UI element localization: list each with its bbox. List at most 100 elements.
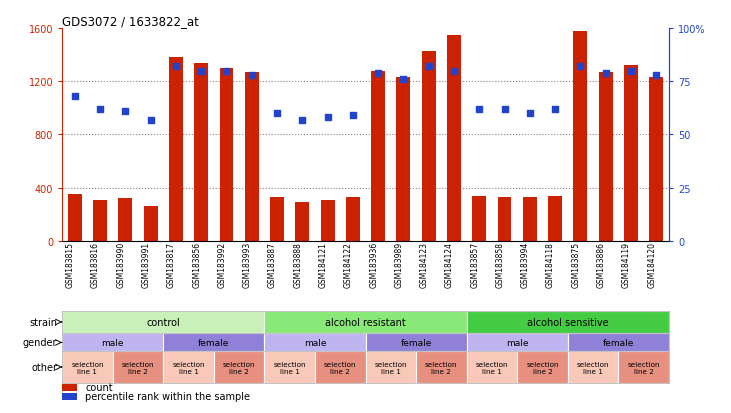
Point bbox=[575, 64, 586, 71]
Text: GSM183857: GSM183857 bbox=[470, 241, 480, 287]
Bar bbox=[265, 334, 366, 351]
Text: GSM183858: GSM183858 bbox=[496, 241, 504, 287]
Text: count: count bbox=[86, 382, 113, 392]
Text: GSM183887: GSM183887 bbox=[268, 241, 277, 287]
Text: GSM183994: GSM183994 bbox=[520, 241, 530, 287]
Text: control: control bbox=[146, 317, 180, 327]
Text: selection
line 1: selection line 1 bbox=[71, 361, 104, 374]
Text: GSM183993: GSM183993 bbox=[243, 241, 251, 287]
Point bbox=[448, 68, 460, 75]
Text: GSM184121: GSM184121 bbox=[319, 241, 327, 287]
Text: strain: strain bbox=[29, 317, 57, 327]
Text: GSM183992: GSM183992 bbox=[217, 241, 227, 287]
Text: male: male bbox=[102, 338, 124, 347]
Point bbox=[119, 109, 131, 115]
Text: GSM183989: GSM183989 bbox=[395, 241, 404, 287]
Point bbox=[372, 70, 384, 77]
Point bbox=[600, 70, 612, 77]
Text: percentile rank within the sample: percentile rank within the sample bbox=[86, 391, 250, 401]
Text: selection
line 1: selection line 1 bbox=[173, 361, 205, 374]
Bar bbox=[568, 334, 669, 351]
Text: GSM184118: GSM184118 bbox=[546, 241, 555, 287]
Bar bbox=[523, 197, 537, 241]
Text: GSM183875: GSM183875 bbox=[572, 241, 580, 287]
Bar bbox=[548, 196, 562, 241]
Text: GDS3072 / 1633822_at: GDS3072 / 1633822_at bbox=[62, 15, 199, 28]
Bar bbox=[265, 351, 315, 382]
Text: GSM183888: GSM183888 bbox=[293, 241, 303, 287]
Text: female: female bbox=[198, 338, 230, 347]
Bar bbox=[118, 199, 132, 241]
Point bbox=[651, 72, 662, 79]
Text: GSM183886: GSM183886 bbox=[596, 241, 606, 287]
Point bbox=[69, 94, 80, 100]
Text: female: female bbox=[602, 338, 634, 347]
Point bbox=[94, 106, 106, 113]
Bar bbox=[599, 73, 613, 241]
Point bbox=[347, 113, 359, 119]
Text: GSM184119: GSM184119 bbox=[622, 241, 631, 287]
Point bbox=[297, 117, 308, 123]
Text: selection
line 2: selection line 2 bbox=[122, 361, 154, 374]
Bar bbox=[396, 78, 410, 241]
Bar bbox=[62, 351, 113, 382]
Bar bbox=[498, 197, 512, 241]
Bar bbox=[265, 311, 466, 334]
Bar bbox=[219, 69, 233, 241]
Text: GSM184123: GSM184123 bbox=[420, 241, 428, 287]
Text: male: male bbox=[303, 338, 326, 347]
Bar bbox=[518, 351, 568, 382]
Text: GSM183991: GSM183991 bbox=[142, 241, 151, 287]
Text: GSM184120: GSM184120 bbox=[647, 241, 656, 287]
Text: GSM183815: GSM183815 bbox=[66, 241, 75, 287]
Bar bbox=[573, 31, 587, 241]
Bar bbox=[649, 78, 663, 241]
Point bbox=[524, 111, 536, 117]
Text: alcohol resistant: alcohol resistant bbox=[325, 317, 406, 327]
Text: gender: gender bbox=[23, 337, 57, 348]
Text: selection
line 2: selection line 2 bbox=[425, 361, 458, 374]
Point bbox=[246, 72, 257, 79]
Text: GSM184124: GSM184124 bbox=[445, 241, 454, 287]
Bar bbox=[68, 195, 82, 241]
Bar bbox=[62, 384, 77, 391]
Bar bbox=[163, 334, 265, 351]
Text: male: male bbox=[506, 338, 529, 347]
Point bbox=[423, 64, 434, 71]
Bar bbox=[169, 58, 183, 241]
Bar bbox=[93, 200, 107, 241]
Bar bbox=[321, 200, 335, 241]
Text: selection
line 1: selection line 1 bbox=[374, 361, 407, 374]
Text: GSM183817: GSM183817 bbox=[167, 241, 176, 287]
Bar bbox=[366, 334, 466, 351]
Text: alcohol sensitive: alcohol sensitive bbox=[527, 317, 608, 327]
Point bbox=[474, 106, 485, 113]
Text: selection
line 2: selection line 2 bbox=[223, 361, 255, 374]
Bar bbox=[624, 66, 638, 241]
Text: GSM183816: GSM183816 bbox=[91, 241, 100, 287]
Point bbox=[271, 111, 283, 117]
Point bbox=[221, 68, 232, 75]
Bar bbox=[295, 203, 309, 241]
Bar bbox=[568, 351, 618, 382]
Bar bbox=[447, 36, 461, 241]
Bar bbox=[466, 351, 518, 382]
Text: selection
line 2: selection line 2 bbox=[526, 361, 558, 374]
Point bbox=[499, 106, 510, 113]
Bar bbox=[213, 351, 265, 382]
Text: female: female bbox=[401, 338, 432, 347]
Text: other: other bbox=[31, 362, 57, 372]
Bar bbox=[113, 351, 163, 382]
Text: selection
line 1: selection line 1 bbox=[476, 361, 508, 374]
Text: selection
line 2: selection line 2 bbox=[324, 361, 357, 374]
Point bbox=[195, 68, 207, 75]
Text: selection
line 1: selection line 1 bbox=[577, 361, 609, 374]
Point bbox=[322, 115, 333, 121]
Text: selection
line 2: selection line 2 bbox=[627, 361, 660, 374]
Bar bbox=[366, 351, 416, 382]
Bar bbox=[270, 197, 284, 241]
Bar bbox=[245, 73, 259, 241]
Bar bbox=[194, 64, 208, 241]
Bar bbox=[618, 351, 669, 382]
Text: GSM183990: GSM183990 bbox=[116, 241, 125, 287]
